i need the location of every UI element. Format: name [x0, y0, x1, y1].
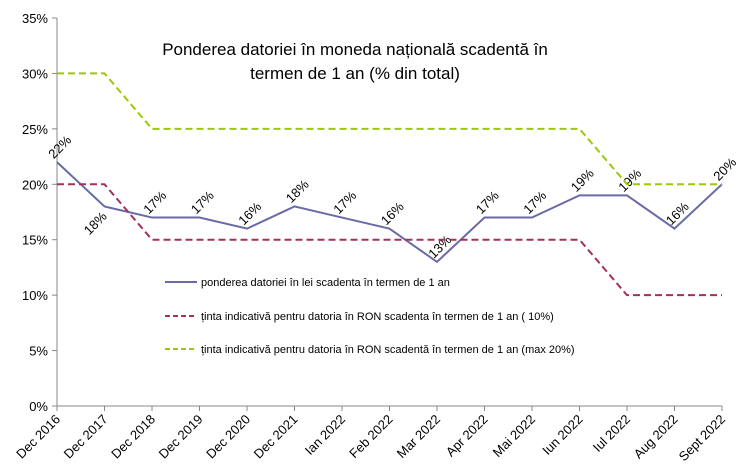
series-line: [57, 183, 722, 297]
x-tick-label: Dec 2020: [203, 412, 253, 462]
x-tick-label: Dec 2018: [108, 412, 158, 462]
x-tick-label: Mar 2022: [394, 412, 443, 461]
legend-label: ținta indicativă pentru datoria în RON s…: [201, 344, 575, 356]
y-tick-label: 35%: [22, 11, 48, 26]
x-tick-label: Iun 2022: [539, 412, 585, 458]
y-tick-label: 15%: [22, 233, 48, 248]
data-label: 18%: [81, 208, 110, 237]
y-tick-label: 10%: [22, 288, 48, 303]
chart-title: Ponderea datoriei în moneda națională sc…: [162, 40, 548, 83]
x-tick-label: Mai 2022: [490, 412, 538, 460]
x-tick-label: Sept 2022: [676, 412, 729, 465]
x-tick-label: Aug 2022: [631, 412, 681, 462]
x-tick-label: Dec 2016: [13, 412, 63, 462]
data-label: 17%: [140, 188, 169, 217]
x-tick-label: Feb 2022: [346, 412, 395, 461]
data-label: 17%: [188, 188, 217, 217]
series-line: [57, 72, 722, 186]
y-tick-label: 20%: [22, 177, 48, 192]
y-tick-label: 25%: [22, 122, 48, 137]
series-line: [56, 161, 723, 264]
data-label: 16%: [378, 199, 407, 228]
x-tick-label: Dec 2017: [61, 412, 111, 462]
x-tick-label: Ian 2022: [302, 412, 348, 458]
x-tick-label: Dec 2021: [251, 412, 301, 462]
y-tick-label: 0%: [29, 399, 48, 414]
data-label: 17%: [473, 188, 502, 217]
x-tick-label: Iul 2022: [590, 412, 633, 455]
data-label: 19%: [615, 165, 644, 194]
legend-label: ținta indicativă pentru datoria în RON s…: [201, 311, 554, 323]
x-tick-label: Dec 2019: [156, 412, 206, 462]
data-label: 17%: [330, 188, 359, 217]
y-tick-label: 30%: [22, 66, 48, 81]
data-label: 19%: [568, 165, 597, 194]
data-label: 18%: [283, 176, 312, 205]
y-tick-label: 5%: [29, 344, 48, 359]
data-label: 22%: [45, 132, 74, 161]
data-label: 20%: [710, 154, 739, 183]
legend-label: ponderea datoriei în lei scadenta în ter…: [201, 277, 450, 289]
x-tick-label: Apr 2022: [443, 412, 491, 460]
